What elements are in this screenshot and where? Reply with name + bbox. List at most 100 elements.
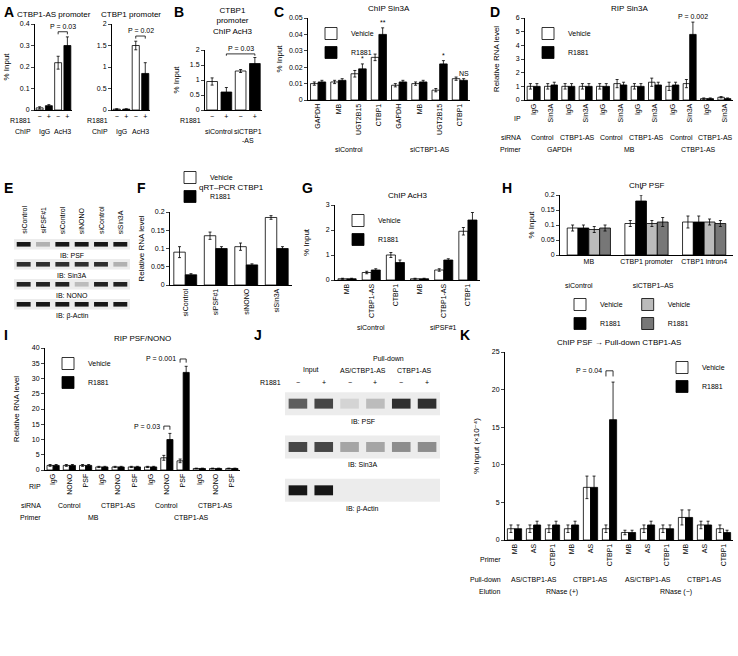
svg-text:% Input: % Input [302,228,311,256]
svg-text:CTBP1: CTBP1 [375,104,382,127]
svg-text:0.05: 0.05 [289,14,303,21]
svg-text:0.03: 0.03 [289,47,303,54]
svg-text:IgG: IgG [49,474,57,485]
svg-text:1: 1 [196,76,200,83]
svg-text:0.04: 0.04 [289,31,303,38]
svg-text:R1881: R1881 [378,236,399,243]
svg-text:5: 5 [516,28,520,35]
svg-text:Sin3A: Sin3A [617,103,624,122]
svg-text:MB: MB [416,283,423,294]
svg-text:+: + [124,113,128,120]
svg-text:MB: MB [416,103,423,114]
svg-text:P = 0.001: P = 0.001 [146,355,176,362]
svg-text:R1881: R1881 [600,320,621,327]
svg-text:GAPDH: GAPDH [395,104,402,129]
svg-text:Vehicle: Vehicle [210,174,233,181]
svg-text:3: 3 [516,55,520,62]
svg-text:RIP PSF/NONO: RIP PSF/NONO [114,334,171,343]
svg-text:siControl: siControl [205,128,233,135]
svg-text:CTBP1-AS: CTBP1-AS [397,367,432,374]
svg-text:CTBP1: CTBP1 [549,544,556,567]
svg-text:R1881: R1881 [351,49,372,56]
svg-text:Relative RNA level: Relative RNA level [492,26,501,92]
svg-text:Vehicle: Vehicle [351,30,374,37]
svg-text:R1881: R1881 [568,49,589,56]
svg-text:0.1: 0.1 [545,221,555,228]
svg-text:AS: AS [701,543,708,553]
svg-text:ChIP PSF: ChIP PSF [629,181,665,190]
svg-text:ChIP AcH3: ChIP AcH3 [388,191,428,200]
svg-text:Sin3A: Sin3A [686,103,693,122]
svg-text:2: 2 [196,46,200,53]
svg-text:CTBP1-AS: CTBP1-AS [101,502,136,509]
svg-text:MB: MB [682,543,689,554]
svg-text:R1881: R1881 [88,379,109,386]
svg-text:MB: MB [88,514,99,521]
svg-text:Control: Control [600,134,623,141]
svg-text:CTBP1: CTBP1 [720,544,727,567]
svg-text:0.2: 0.2 [155,208,165,215]
svg-text:R1881: R1881 [260,379,281,386]
svg-text:H: H [502,180,512,196]
svg-text:25: 25 [32,390,40,397]
svg-text:P = 0.03: P = 0.03 [228,45,254,52]
svg-text:+: + [143,113,147,120]
svg-text:siControl: siControl [59,206,66,234]
svg-text:0.5: 0.5 [97,85,107,92]
svg-text:siPSF#1: siPSF#1 [430,324,457,331]
svg-text:CTBP1-AS promoter: CTBP1-AS promoter [17,10,91,19]
svg-text:Pull-down: Pull-down [470,576,501,583]
svg-text:RIP Sin3A: RIP Sin3A [611,4,648,13]
svg-text:0.5: 0.5 [190,91,200,98]
svg-text:IB: PSF: IB: PSF [351,418,375,425]
svg-text:Control: Control [670,134,693,141]
svg-text:J: J [254,327,262,343]
svg-text:15: 15 [32,421,40,428]
svg-text:MB: MB [625,543,632,554]
svg-text:I: I [4,327,8,343]
svg-text:P = 0.03: P = 0.03 [50,23,76,30]
svg-text:IgG: IgG [669,104,677,115]
svg-text:CTBP1-AS: CTBP1-AS [368,283,375,318]
svg-text:15: 15 [492,424,500,431]
svg-text:0: 0 [299,96,303,103]
svg-text:+: + [253,113,257,120]
svg-text:AS: AS [587,543,594,553]
svg-text:siControl: siControl [565,282,593,289]
svg-text:siCTBP1-AS: siCTBP1-AS [410,146,450,153]
svg-text:0.2: 0.2 [545,191,555,198]
svg-text:0.15: 0.15 [541,206,555,213]
svg-text:2: 2 [516,69,520,76]
svg-text:40: 40 [32,344,40,351]
svg-text:−: − [38,113,42,120]
svg-text:MB: MB [511,543,518,554]
svg-text:+: + [65,113,69,120]
svg-text:0.3: 0.3 [20,42,30,49]
svg-text:IgG: IgG [530,104,538,115]
svg-text:0.15: 0.15 [151,227,165,234]
svg-text:siControl: siControl [335,146,363,153]
svg-text:2: 2 [103,20,107,27]
svg-text:IgG: IgG [196,474,204,485]
svg-text:P = 0.002: P = 0.002 [678,13,708,20]
svg-text:% Input (×10⁻⁴): % Input (×10⁻⁴) [472,418,481,474]
svg-text:5: 5 [496,499,500,506]
svg-text:Primer: Primer [480,556,501,563]
svg-text:CTBP1-AS: CTBP1-AS [560,134,595,141]
svg-text:% Input: % Input [275,45,284,73]
svg-text:IB: Sin3A: IB: Sin3A [348,461,378,468]
svg-text:CTBP1-AS: CTBP1-AS [573,576,608,583]
svg-text:siPSF#1: siPSF#1 [40,207,47,234]
svg-text:35: 35 [32,360,40,367]
svg-text:−: − [56,113,60,120]
svg-text:Vehicle: Vehicle [568,30,591,37]
svg-text:MB: MB [568,543,575,554]
svg-text:IgG: IgG [599,104,607,115]
svg-text:CTBP1-AS: CTBP1-AS [198,502,233,509]
svg-text:K: K [460,327,470,343]
svg-text:NS: NS [459,70,469,77]
svg-text:siRNA: siRNA [501,134,521,141]
svg-text:E: E [4,180,13,196]
svg-text:IgG: IgG [565,104,573,115]
svg-text:C: C [274,4,284,20]
